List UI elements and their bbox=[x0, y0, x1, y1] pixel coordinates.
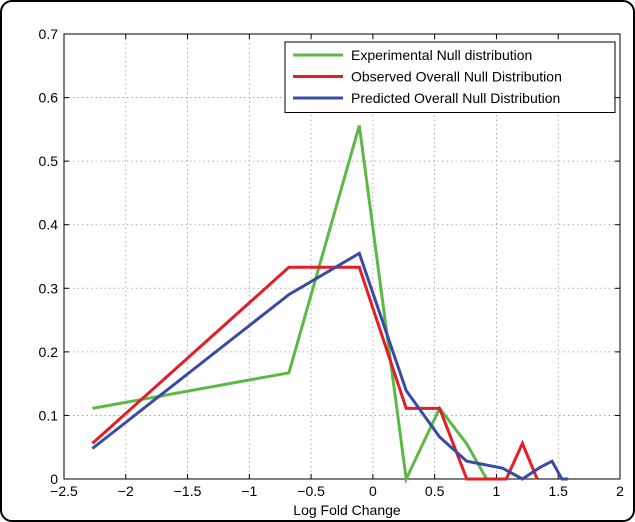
x-tick-label: −2 bbox=[118, 483, 134, 499]
x-tick-label: −1 bbox=[241, 483, 257, 499]
y-tick-label: 0.2 bbox=[39, 344, 59, 360]
y-tick-label: 0.3 bbox=[39, 280, 59, 296]
x-tick-label: 1.5 bbox=[548, 483, 568, 499]
y-tick-label: 0.4 bbox=[39, 217, 59, 233]
series-line-2 bbox=[91, 265, 539, 481]
x-tick-label: −0.5 bbox=[297, 483, 325, 499]
x-tick-label: 1 bbox=[493, 483, 501, 499]
axes-box bbox=[63, 33, 621, 480]
x-tick-label: 0.5 bbox=[425, 483, 445, 499]
x-tick-label: −1.5 bbox=[174, 483, 202, 499]
x-tick-label: −2.5 bbox=[50, 483, 78, 499]
legend-entry: Observed Overall Null Distribution bbox=[351, 69, 562, 85]
series-line-3 bbox=[91, 251, 569, 481]
x-tick-label: 2 bbox=[616, 483, 624, 499]
y-tick-label: 0.5 bbox=[39, 153, 59, 169]
legend-entry: Experimental Null distribution bbox=[351, 47, 532, 63]
x-tick-label: 0 bbox=[369, 483, 377, 499]
y-tick-label: 0.6 bbox=[39, 90, 59, 106]
y-tick-label: 0.1 bbox=[39, 407, 59, 423]
y-tick-label: 0 bbox=[50, 471, 58, 487]
series-line-1 bbox=[92, 125, 488, 485]
y-tick-label: 0.7 bbox=[39, 26, 59, 42]
legend-entry: Predicted Overall Null Distribution bbox=[351, 90, 560, 106]
x-axis-label: Log Fold Change bbox=[293, 502, 401, 518]
